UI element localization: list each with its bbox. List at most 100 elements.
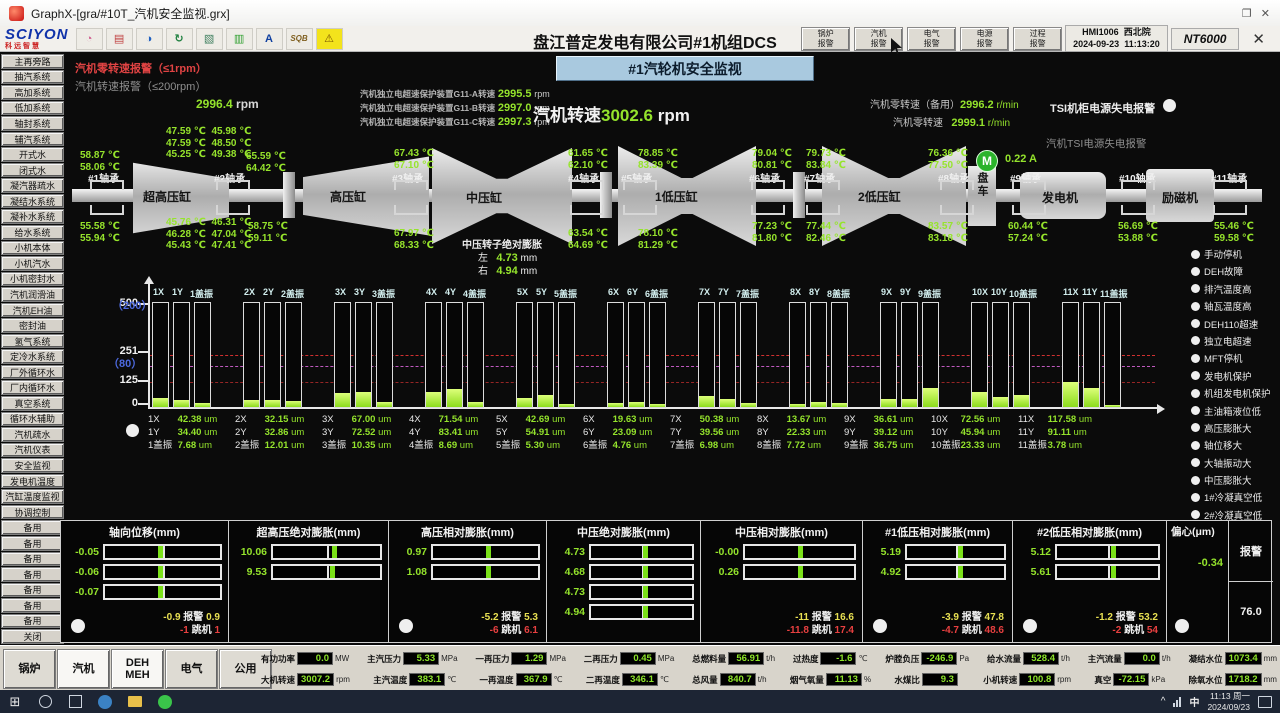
display-icon[interactable]: ◑ (135, 27, 163, 50)
sidebar-item-15[interactable]: 小机密封水 (1, 271, 64, 287)
gauge-bar[interactable] (431, 544, 540, 560)
nav-button-公用[interactable]: 公用 (219, 649, 272, 689)
alarm-button-3[interactable]: 电气 报警 (907, 26, 957, 51)
sidebar-item-4[interactable]: 低加系统 (1, 100, 64, 116)
document-icon[interactable]: ▧ (195, 27, 223, 50)
tsi-turbine-alarm-label: 汽机TSI电源失电报警 (1046, 138, 1147, 150)
sidebar-item-29[interactable]: 汽缸温度监视 (1, 489, 64, 504)
sidebar-item-28[interactable]: 发电机温度 (1, 473, 64, 489)
gauge-bar[interactable] (103, 544, 222, 560)
sidebar-item-3[interactable]: 高加系统 (1, 85, 64, 100)
tray-expand-icon[interactable]: ^ (1160, 696, 1166, 707)
nav-button-汽机[interactable]: 汽机 (57, 649, 110, 689)
search-icon[interactable] (30, 690, 60, 713)
sidebar-item-20[interactable]: 定冷水系统 (1, 349, 64, 364)
gauge-bar[interactable] (905, 544, 1006, 560)
browser-icon[interactable] (90, 690, 120, 713)
volume-icon[interactable] (1173, 696, 1182, 707)
temp-block-12: 78.10 ℃ 81.29 ℃ (638, 228, 678, 251)
alarm-bell-icon[interactable]: ⚠ (315, 27, 343, 50)
font-icon[interactable]: A (255, 27, 283, 50)
sidebar-item-5[interactable]: 轴封系统 (1, 116, 64, 131)
sidebar-item-1[interactable]: 主再旁路 (1, 54, 64, 69)
gauge-bar[interactable] (905, 564, 1006, 580)
sidebar-item-13[interactable]: 小机本体 (1, 240, 64, 256)
sidebar-item-11[interactable]: 凝补水系统 (1, 209, 64, 225)
sidebar-item-25[interactable]: 汽机疏水 (1, 427, 64, 442)
toolbar-close-icon[interactable]: ✕ (1252, 30, 1265, 48)
sidebar-item-2[interactable]: 抽汽系统 (1, 69, 64, 85)
task-view-icon[interactable] (60, 690, 90, 713)
nav-button-DEH[interactable]: DEH MEH (111, 649, 164, 689)
sidebar-item-18[interactable]: 密封油 (1, 318, 64, 333)
ime-indicator[interactable]: 中 (1189, 698, 1200, 709)
sidebar-item-33[interactable]: 备用 (1, 551, 64, 567)
sidebar-item-31[interactable]: 备用 (1, 520, 64, 535)
clock[interactable]: 11:13 周一 2024/09/23 (1207, 691, 1250, 712)
alarm-button-4[interactable]: 电源 报警 (960, 26, 1010, 51)
sidebar-item-36[interactable]: 备用 (1, 598, 64, 613)
sidebar-item-27[interactable]: 安全监视 (1, 458, 64, 473)
sidebar-item-37[interactable]: 备用 (1, 613, 64, 629)
cards-icon[interactable]: ▥ (225, 27, 253, 50)
sidebar-item-10[interactable]: 凝结水系统 (1, 193, 64, 209)
trip-item-3: 排汽温度高 (1191, 282, 1279, 296)
print-icon[interactable]: ▤ (105, 27, 133, 50)
users-icon[interactable]: ◔ (75, 27, 103, 50)
gauge-bar[interactable] (103, 564, 222, 580)
bar-4盖振 (467, 302, 484, 408)
sidebar-item-35[interactable]: 备用 (1, 582, 64, 598)
sidebar-item-17[interactable]: 汽机EH油 (1, 302, 64, 318)
main-toolbar: SCIYON 科远智慧 ◔ ▤ ◑ ↻ ▧ ▥ A SQB ⚠ 锅炉 报警 汽机 报警 电气 报警 电源 报警… (0, 25, 1280, 52)
gauge-bar[interactable] (1055, 564, 1160, 580)
gauge-bar[interactable] (589, 584, 694, 600)
window-close-icon[interactable]: ✕ (1260, 7, 1270, 20)
bar-fill-9Y (902, 399, 917, 407)
gauge-bar[interactable] (103, 584, 222, 600)
sidebar-item-26[interactable]: 汽机仪表 (1, 442, 64, 458)
file-explorer-icon[interactable] (120, 690, 150, 713)
gauge-row-1: -0.00 (703, 544, 856, 560)
nav-button-电气[interactable]: 电气 (165, 649, 218, 689)
sidebar-item-9[interactable]: 凝汽器疏水 (1, 178, 64, 193)
sidebar-item-30[interactable]: 协调控制 (1, 504, 64, 520)
sidebar-item-23[interactable]: 真空系统 (1, 396, 64, 411)
sidebar-item-16[interactable]: 汽机润滑油 (1, 287, 64, 302)
gauge-bar[interactable] (743, 544, 856, 560)
sidebar-item-14[interactable]: 小机汽水 (1, 256, 64, 271)
sidebar-item-34[interactable]: 备用 (1, 567, 64, 582)
sidebar-item-38[interactable]: 关闭 (1, 629, 64, 644)
rotate-icon[interactable]: ↻ (165, 27, 193, 50)
panel-limits: -1.2 报警 53.2 -2 跳机 54 (1095, 612, 1158, 636)
alarm-button-5[interactable]: 过程 报警 (1013, 26, 1063, 51)
gauge-bar[interactable] (271, 564, 382, 580)
panel-limits: -3.9 报警 47.8 -4.7 跳机 48.6 (941, 612, 1004, 636)
start-button[interactable]: ⊞ (9, 693, 21, 709)
nav-button-锅炉[interactable]: 锅炉 (3, 649, 56, 689)
gauge-bar[interactable] (589, 544, 694, 560)
gauge-bar[interactable] (743, 564, 856, 580)
sidebar-item-7[interactable]: 开式水 (1, 147, 64, 162)
gauge-bar[interactable] (431, 564, 540, 580)
sidebar-item-6[interactable]: 辅汽系统 (1, 131, 64, 147)
bar-fill-4盖振 (468, 402, 483, 407)
sidebar-item-32[interactable]: 备用 (1, 535, 64, 551)
hmi-app-icon[interactable] (150, 690, 180, 713)
notification-center-icon[interactable] (1258, 695, 1272, 708)
gauge-bar[interactable] (589, 564, 694, 580)
sidebar-item-21[interactable]: 厂外循环水 (1, 364, 64, 380)
bar-fill-3X (335, 393, 350, 407)
gauge-bar[interactable] (271, 544, 382, 560)
gauge-bar[interactable] (1055, 544, 1160, 560)
gauge-bar[interactable] (589, 604, 694, 620)
sidebar-item-24[interactable]: 循环水辅助 (1, 411, 64, 427)
gauge-row-2: 9.53 (231, 564, 382, 580)
sidebar-item-12[interactable]: 给水系统 (1, 225, 64, 240)
window-restore-icon[interactable]: ❐ (1241, 7, 1252, 20)
sidebar-item-19[interactable]: 氢气系统 (1, 333, 64, 349)
sidebar-item-22[interactable]: 厂内循环水 (1, 380, 64, 396)
sqb-icon[interactable]: SQB (285, 27, 313, 50)
sidebar-item-8[interactable]: 闭式水 (1, 162, 64, 178)
alarm-button-1[interactable]: 锅炉 报警 (801, 26, 851, 51)
gauge-marker (1110, 546, 1116, 558)
